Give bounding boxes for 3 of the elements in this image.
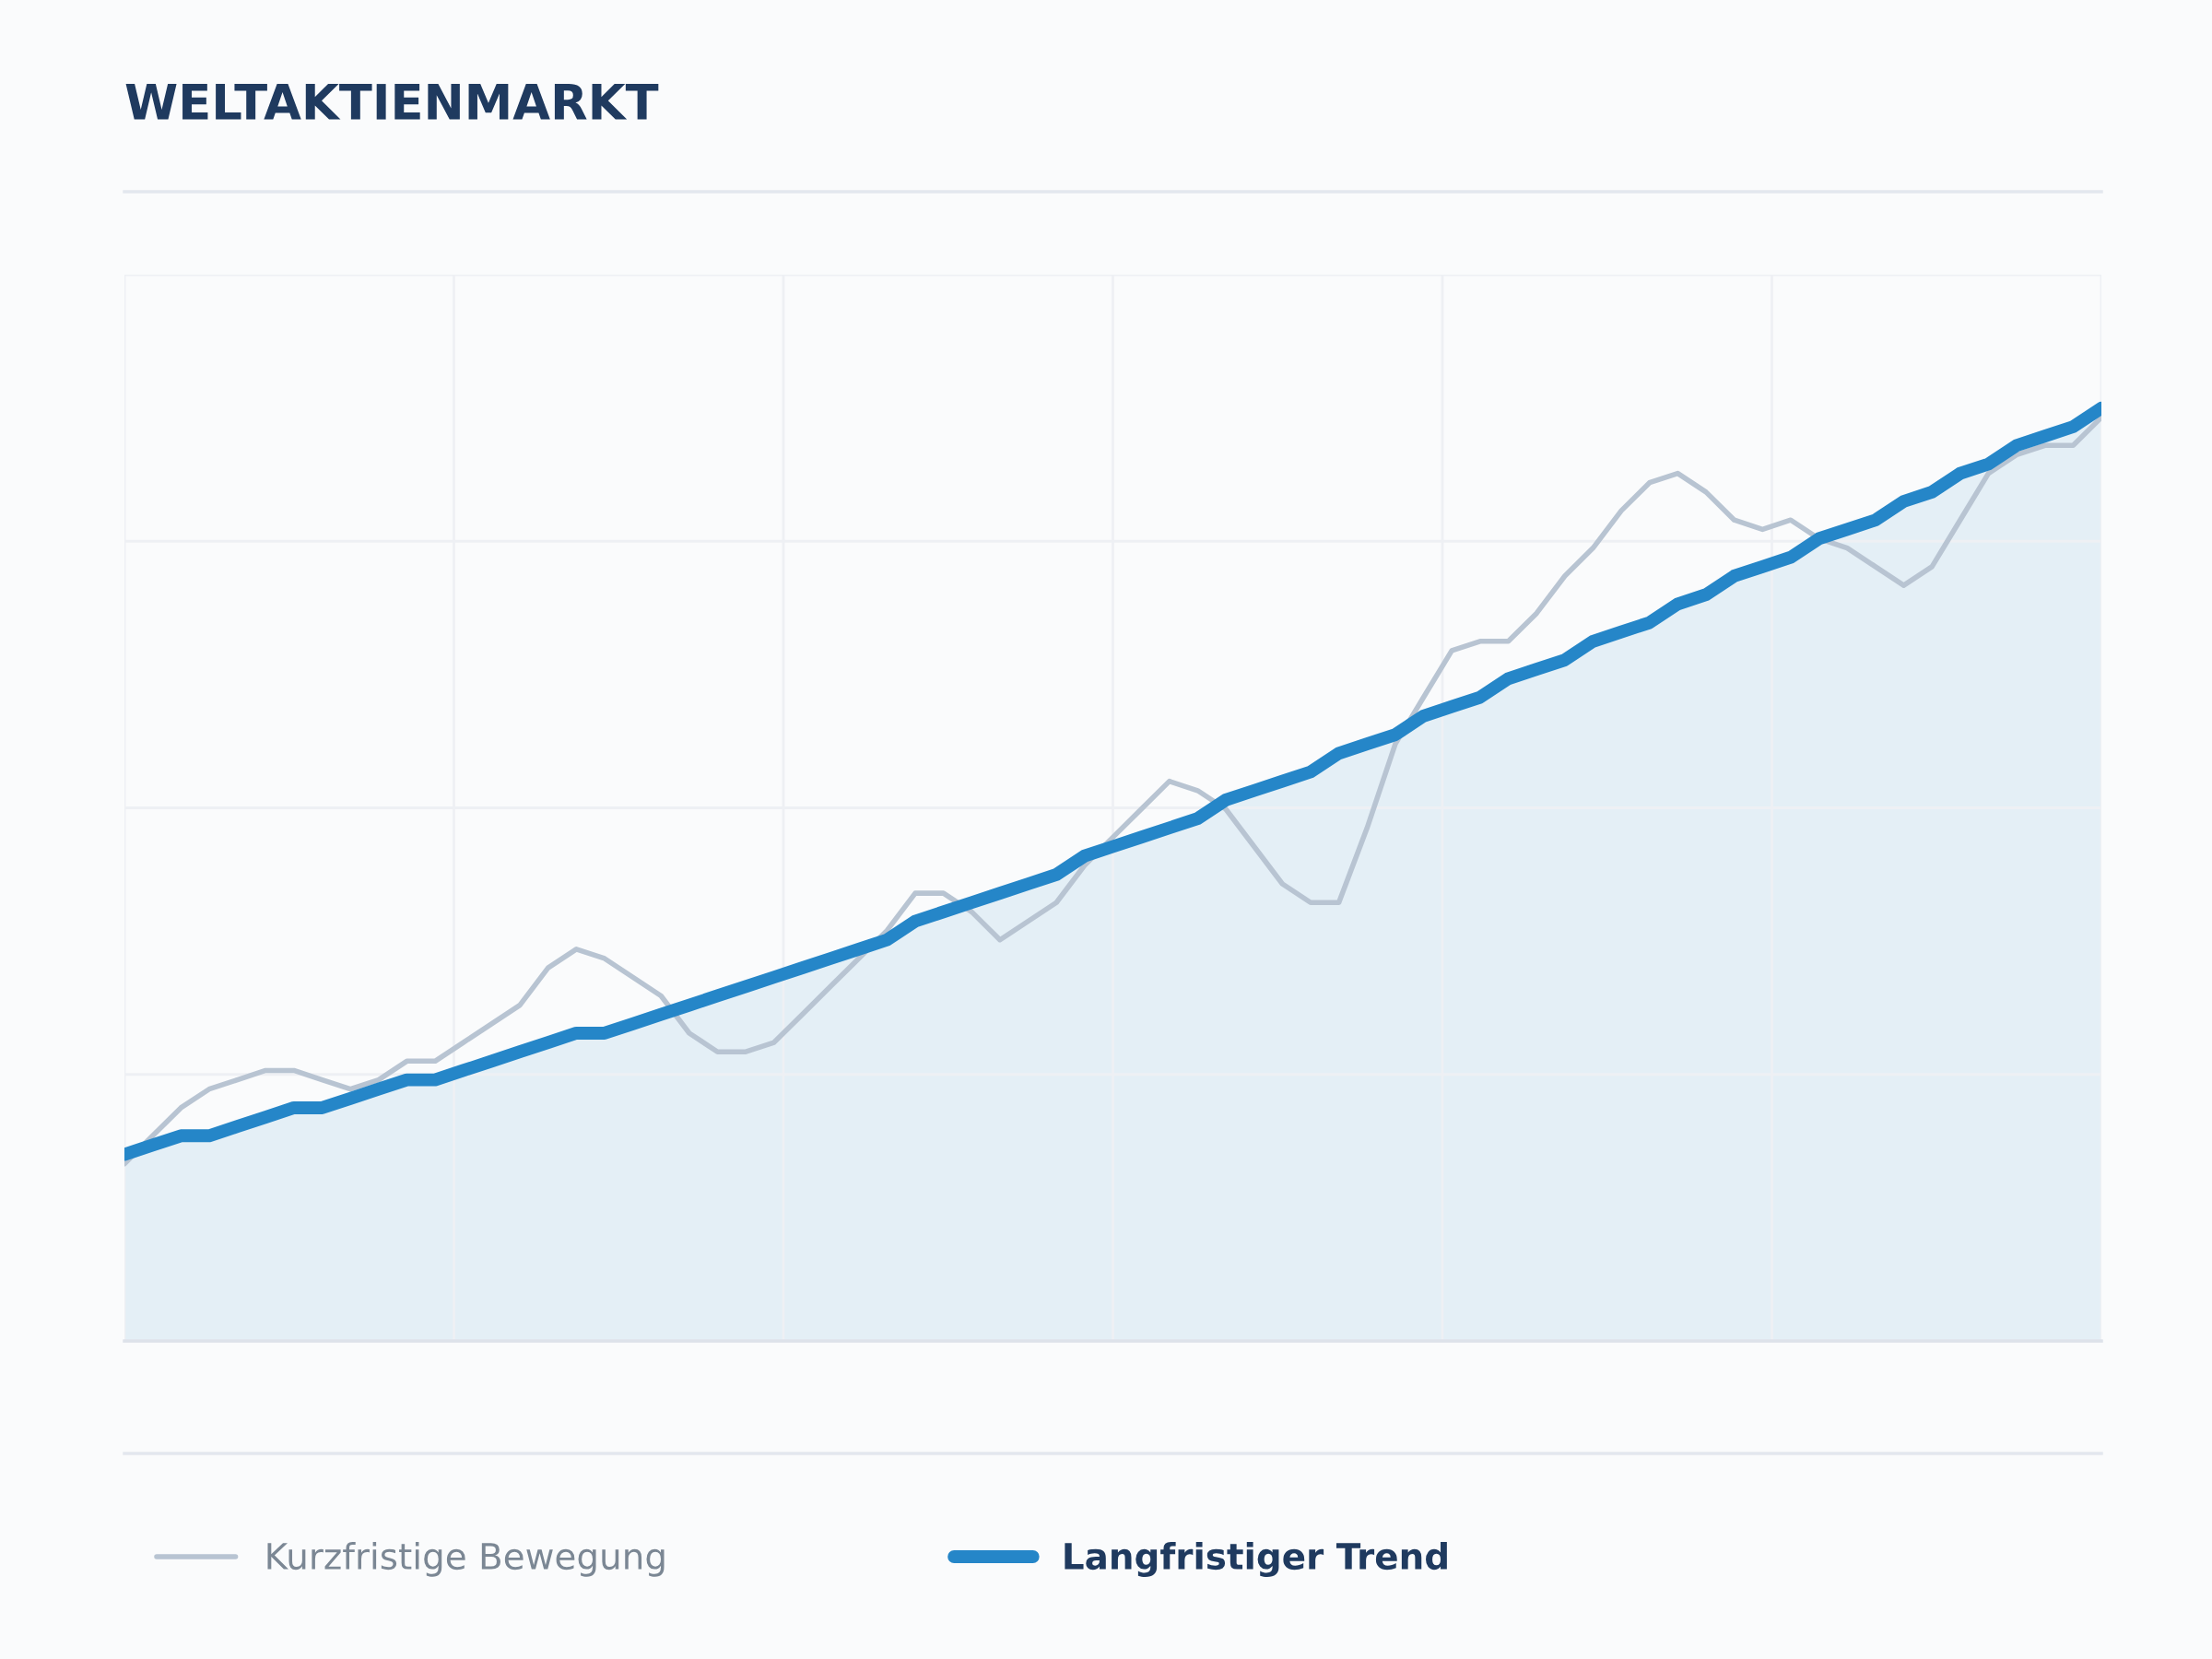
chart-title: WELTAKTIENMARKT [125, 84, 659, 120]
legend-label: Kurzfristige Bewegung [267, 1542, 665, 1577]
legend-label: Langfristiger Trend [1065, 1542, 1447, 1577]
